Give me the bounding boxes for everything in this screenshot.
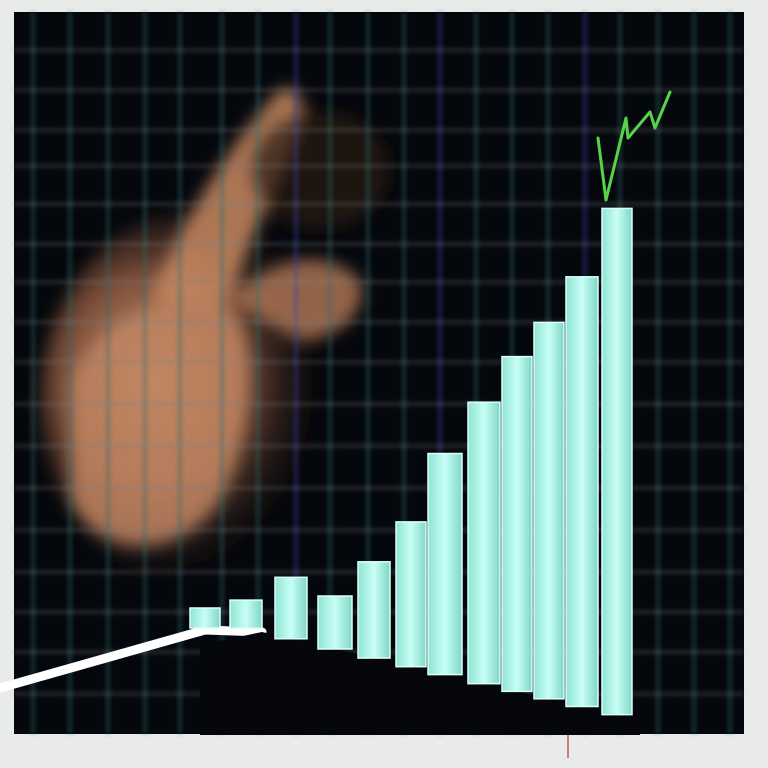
chart-bar — [533, 321, 565, 700]
hand-silhouette — [40, 88, 390, 590]
chart-bar — [229, 599, 263, 630]
chart-bar — [467, 401, 501, 685]
base-trend-line — [0, 625, 267, 693]
green-arrow-icon — [596, 90, 672, 202]
chart-bar — [317, 595, 353, 650]
chart-bar — [189, 607, 221, 629]
chart-bar — [274, 576, 308, 640]
chart-bar — [357, 561, 391, 659]
bar-group — [189, 207, 633, 716]
chart-bar — [601, 207, 633, 716]
dark-base-shape — [200, 632, 640, 735]
chart-bar — [427, 452, 463, 676]
chart-bar — [395, 521, 427, 668]
chart-bar — [501, 355, 533, 693]
chart-bar — [565, 276, 599, 708]
